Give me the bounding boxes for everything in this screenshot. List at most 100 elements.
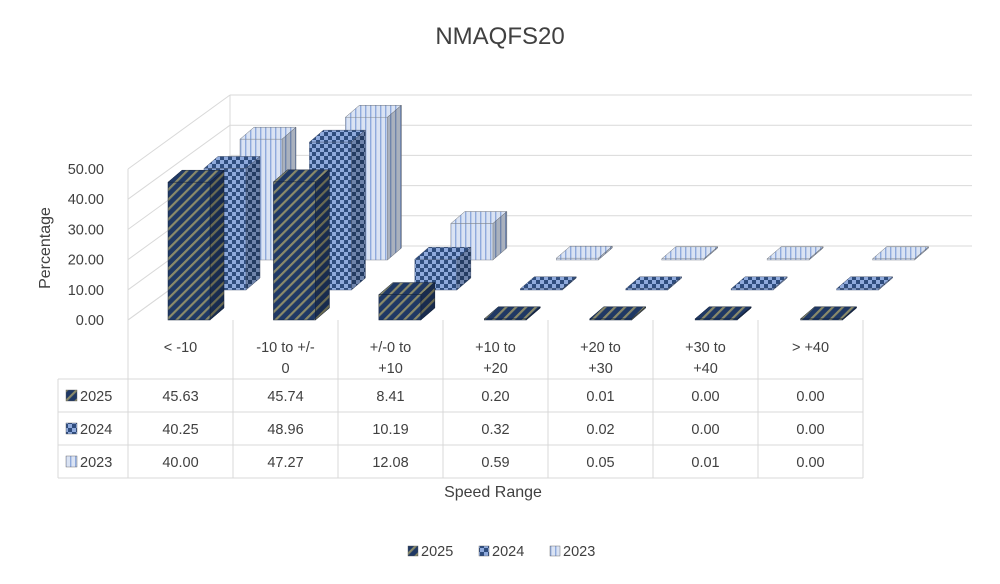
table-row-key-2024 [65, 422, 78, 435]
data-label: 0.00 [796, 455, 824, 471]
bar-top-2023-5 [766, 246, 824, 260]
bar-front-2024-6 [836, 288, 879, 291]
bar-2025-2 [378, 282, 436, 321]
category-label: > +40 [792, 340, 829, 356]
data-label: 0.00 [691, 389, 719, 405]
bar-side-shade-2023-4 [703, 246, 718, 260]
bar-2024-6 [835, 276, 894, 291]
data-label: 0.00 [796, 422, 824, 438]
bar-side-shade-2024-1 [351, 130, 366, 290]
bar-side-shade-2024-4 [667, 276, 682, 290]
bar-2023-5 [766, 246, 824, 261]
legend-label: 2023 [563, 544, 595, 560]
bar-side-shade-2025-2 [420, 282, 435, 320]
data-label: 0.00 [796, 389, 824, 405]
bar-side-shade-2025-6 [842, 306, 857, 320]
bar-front-2023-3 [556, 257, 599, 261]
bar-front-2024-4 [625, 288, 668, 291]
bar-2023-6 [871, 246, 930, 261]
data-label: 47.27 [267, 455, 303, 471]
category-label: +/-0 to [370, 340, 412, 356]
table-row-key-2025 [65, 389, 78, 402]
gridline-side [127, 94, 231, 170]
data-label: 40.25 [162, 422, 198, 438]
bar-top-2023-4 [661, 246, 719, 260]
data-label: 0.02 [586, 422, 614, 438]
data-label: 0.32 [481, 422, 509, 438]
bar-front-2025-5 [694, 318, 738, 321]
category-label: 0 [281, 361, 289, 377]
bar-front-2025-2 [378, 294, 422, 321]
category-label: +10 [378, 361, 403, 377]
y-axis-label: Percentage [37, 207, 54, 289]
bar-2023-4 [661, 246, 719, 261]
table-row-key-2023 [65, 455, 78, 468]
gridline-side [127, 124, 231, 200]
bar-top-2024-3 [519, 276, 577, 290]
bar-2025-6 [799, 306, 858, 321]
data-label: 10.19 [372, 422, 408, 438]
bar-side-shade-2023-2 [492, 211, 507, 260]
data-table: < -10 -10 to +/- 0 +/-0 to +10 +10 to +20 +20 t… [57, 320, 864, 479]
bar-side-shade-2025-3 [526, 306, 541, 320]
data-label: 40.00 [162, 455, 198, 471]
data-label: 8.41 [376, 389, 404, 405]
bar-side-shade-2025-5 [737, 306, 752, 320]
bar-side-shade-2025-4 [631, 306, 646, 320]
category-label: < -10 [164, 340, 197, 356]
legend: 2025 2024 2023 [407, 544, 595, 560]
bar-front-2023-4 [661, 258, 704, 261]
bar-2024-2 [414, 246, 472, 291]
legend-label: 2024 [492, 544, 524, 560]
table-row-label: 2025 [80, 389, 112, 405]
category-label: +10 to [475, 340, 516, 356]
bar-top-2024-5 [730, 276, 788, 290]
bar-front-2025-3 [484, 318, 527, 321]
category-label: -10 to +/- [256, 340, 315, 356]
bar-front-2024-5 [730, 288, 774, 291]
legend-label: 2025 [421, 544, 453, 560]
bar-2023-2 [450, 210, 508, 261]
bar-side-shade-2023-3 [598, 246, 613, 260]
bar-2025-1 [272, 169, 331, 321]
data-label: 0.05 [586, 455, 614, 471]
legend-swatch-2024 [478, 545, 490, 557]
chart-title: NMAQFS20 [435, 23, 564, 50]
bar-front-2023-6 [872, 258, 915, 261]
bar-2025-0 [167, 169, 225, 321]
y-tick-label: 50.00 [68, 162, 104, 178]
bar-group [167, 104, 930, 321]
legend-swatch-2023 [549, 545, 561, 557]
bar-top-2025-4 [589, 306, 647, 320]
bar-front-2024-3 [520, 288, 563, 291]
bar-2025-3 [483, 306, 541, 321]
bar-front-2025-0 [167, 181, 211, 321]
data-label: 12.08 [372, 455, 408, 471]
data-label: 45.74 [267, 389, 303, 405]
table-row-label: 2024 [80, 422, 112, 438]
data-label: 0.20 [481, 389, 509, 405]
data-label: 0.00 [691, 422, 719, 438]
bar-2024-4 [625, 276, 683, 291]
bar-side-shade-2025-0 [210, 170, 224, 320]
data-label: 45.63 [162, 389, 198, 405]
data-label: 48.96 [267, 422, 303, 438]
y-axis-ticks: 0.00 10.00 20.00 30.00 40.00 50.00 [68, 162, 104, 329]
bar-front-2025-1 [273, 181, 316, 321]
category-label: +20 to [580, 340, 621, 356]
bar-front-2023-5 [766, 258, 810, 261]
bar-2024-5 [730, 276, 788, 291]
category-label: +20 [483, 361, 508, 377]
bar-top-2023-6 [871, 246, 930, 260]
bar-side-shade-2024-3 [562, 276, 577, 290]
table-row-label: 2023 [80, 455, 112, 471]
bar-side-shade-2024-0 [246, 156, 260, 290]
bar-top-2025-6 [799, 306, 858, 320]
bar-top-2024-6 [835, 276, 894, 290]
bar-side-shade-2023-6 [914, 246, 929, 260]
bar-side-shade-2023-5 [809, 246, 824, 260]
bar-side-shade-2024-2 [456, 247, 471, 290]
bar-front-2025-4 [589, 318, 632, 321]
data-label: 0.59 [481, 455, 509, 471]
